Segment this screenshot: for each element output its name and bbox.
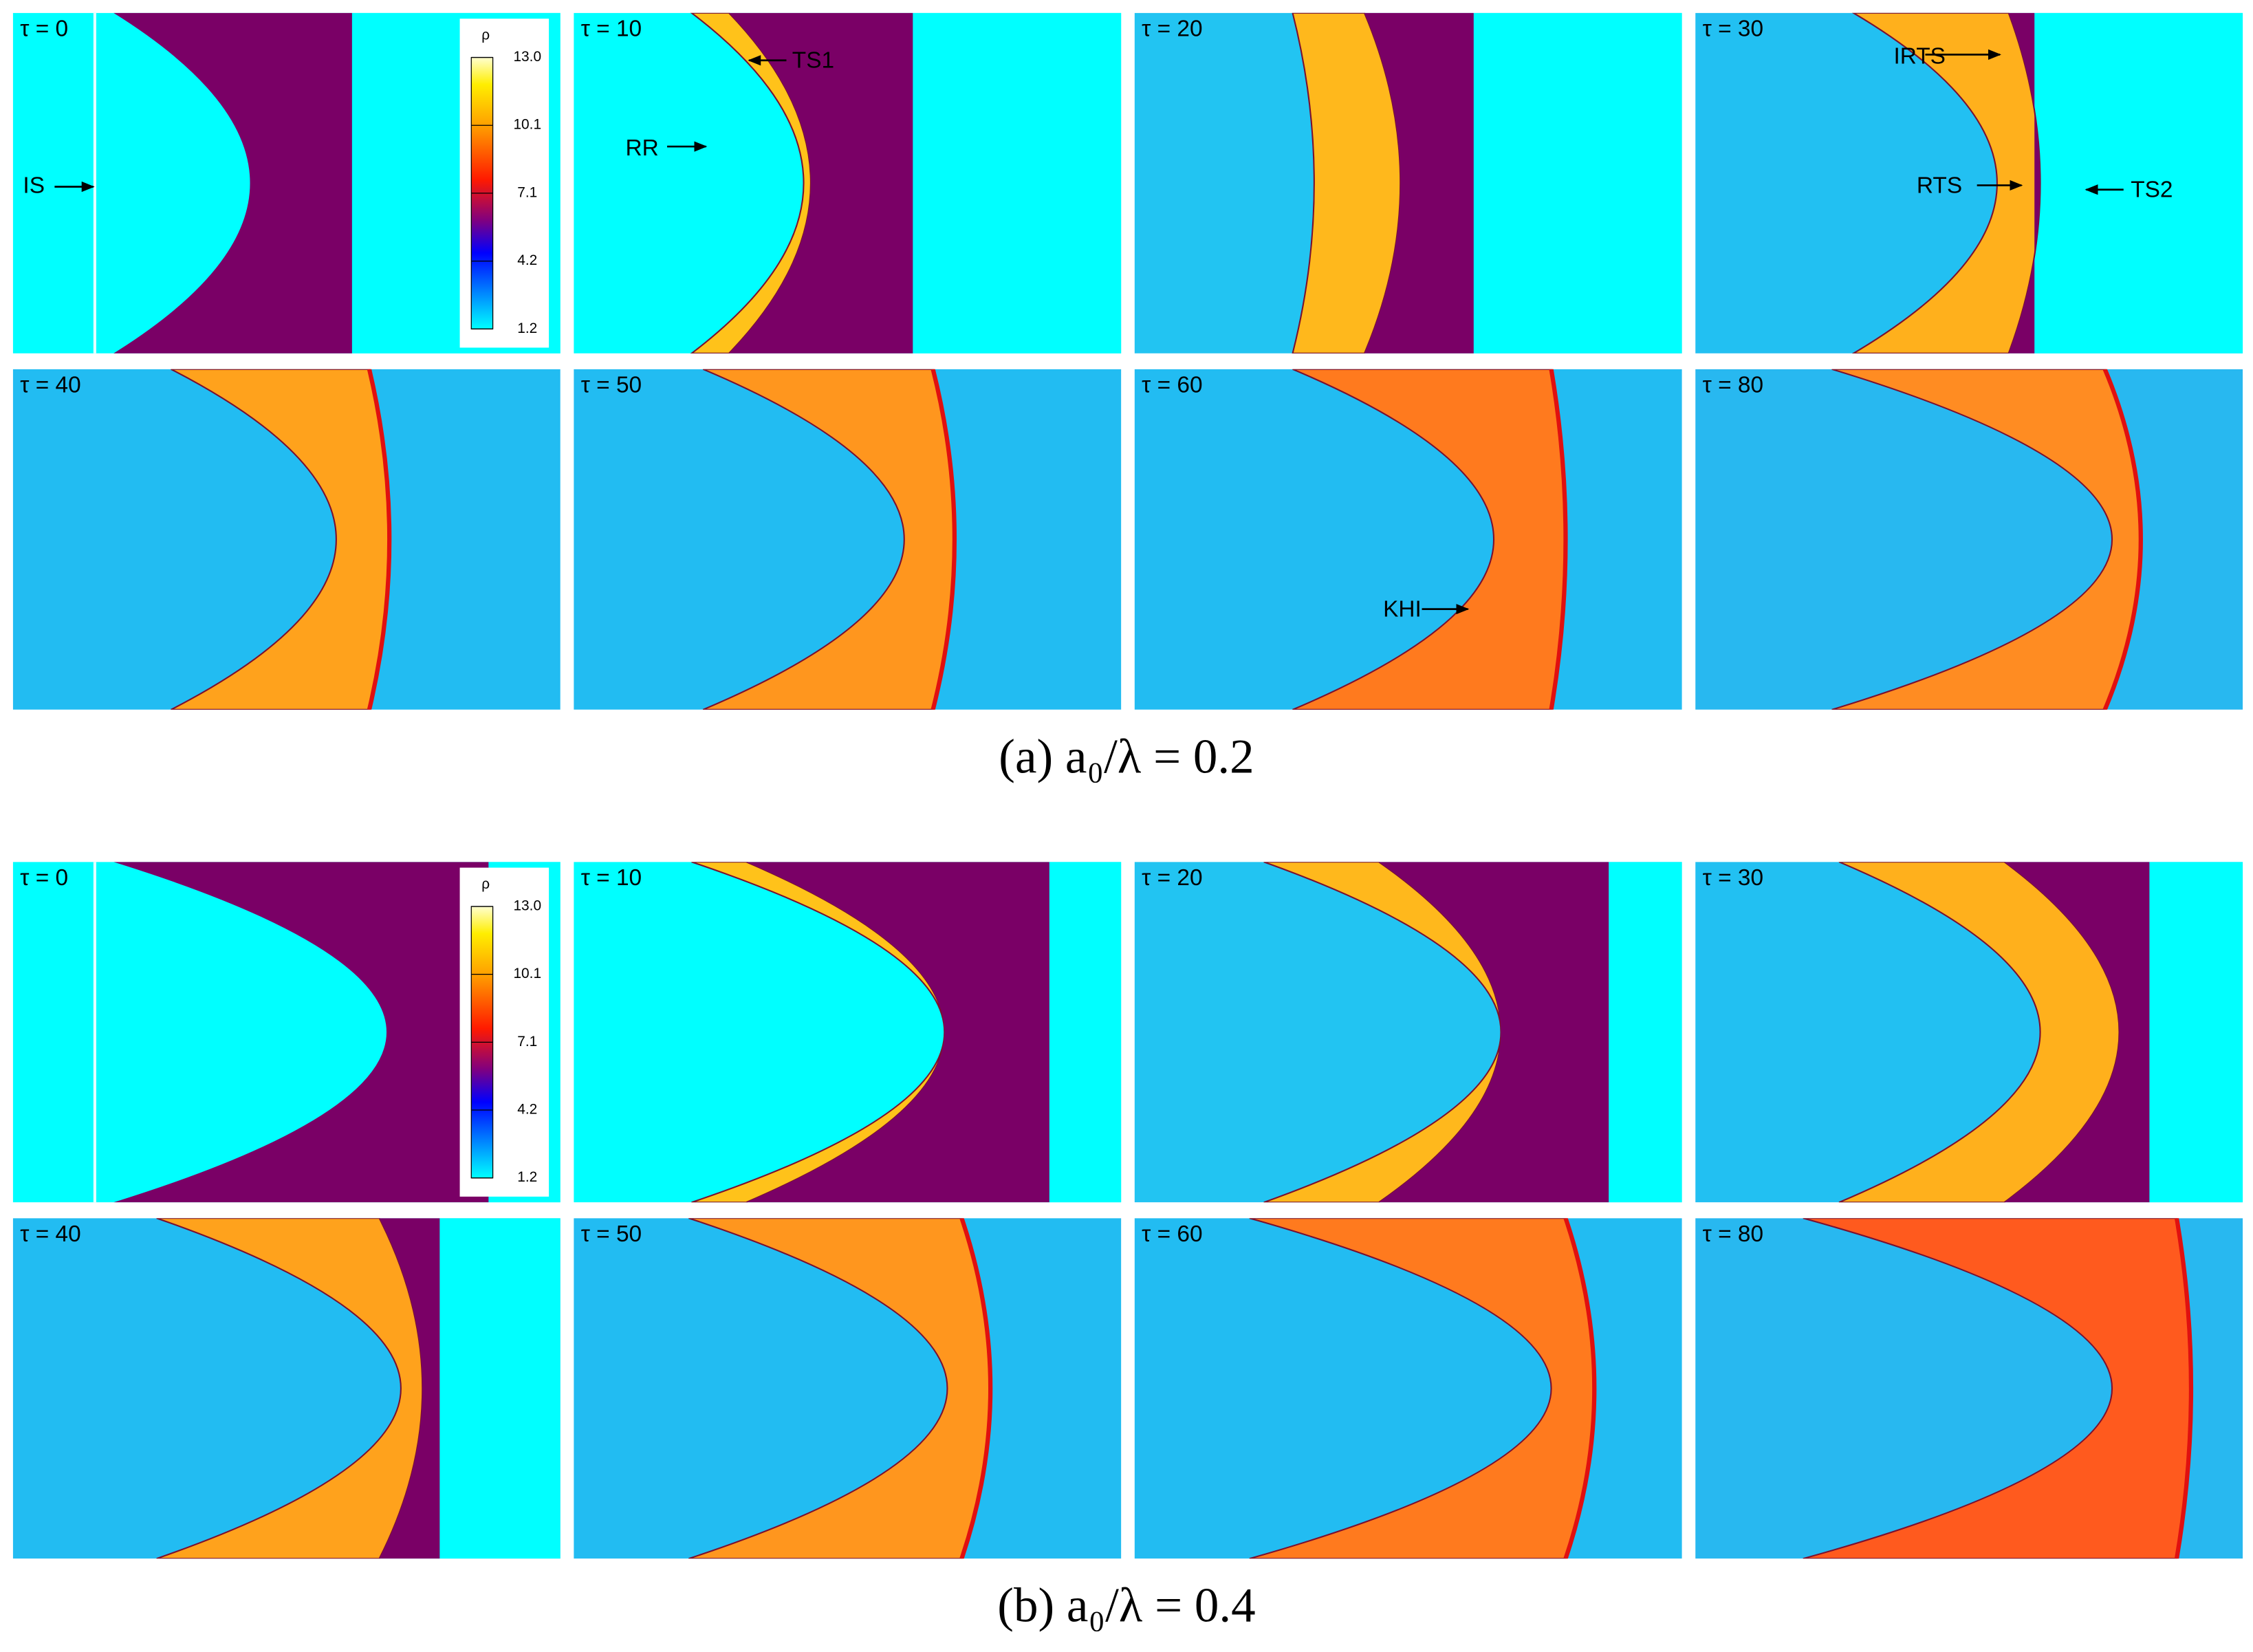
- panel: τ = 0 ρ 13.0 10.1 7.1 4.2 1.2: [12, 862, 560, 1203]
- annotation: RTS: [1917, 173, 1962, 198]
- shocked-region: [690, 12, 812, 354]
- panel-label: τ = 60: [1142, 373, 1202, 398]
- transmitted-shock: [959, 1218, 993, 1559]
- panel-image: [574, 12, 1122, 354]
- panel-image: [1695, 1218, 2243, 1559]
- colorbar-tick-label: 1.2: [517, 320, 537, 336]
- right-region: [1473, 12, 1682, 354]
- annotation: IS: [23, 173, 45, 198]
- transmitted-shock: [2174, 1218, 2194, 1559]
- panel: τ = 30: [1695, 862, 2243, 1203]
- shocked-region: [1838, 862, 2120, 1203]
- panel-image: [574, 369, 1122, 710]
- colorbar-tick-label: 13.0: [513, 898, 541, 913]
- heavy-gas: [379, 1218, 440, 1559]
- colorbar-tick-label: 7.1: [517, 1034, 537, 1050]
- panel-label: τ = 30: [1703, 865, 1763, 891]
- shocked-region: [1263, 862, 1502, 1203]
- panel-image: [1695, 12, 2243, 354]
- panel-label: τ = 80: [1703, 373, 1763, 398]
- background: [1695, 369, 2243, 710]
- right-region: [2149, 862, 2243, 1203]
- panel-image: [1695, 369, 2243, 710]
- shocked-region: [156, 1218, 424, 1559]
- heavy-gas: [728, 12, 913, 354]
- heavy-gas: [1378, 862, 1609, 1203]
- panel-label: τ = 30: [1703, 17, 1763, 42]
- panel: τ = 80: [1695, 369, 2243, 710]
- right-region: [1049, 862, 1122, 1203]
- transmitted-shock: [2102, 369, 2143, 710]
- panel: τ = 10: [574, 862, 1122, 1203]
- panel: τ = 60: [1134, 1218, 1682, 1559]
- panel-label: τ = 0: [20, 17, 68, 42]
- heavy-gas: [113, 862, 489, 1203]
- caption: (a) a₀/λ = 0.2: [999, 730, 1254, 783]
- colorbar-tick-label: 13.0: [513, 49, 541, 65]
- panel-label: τ = 60: [1142, 1221, 1202, 1247]
- colorbar-tick-label: 4.2: [517, 252, 537, 268]
- panel-image: [1134, 862, 1682, 1203]
- panel: τ = 80: [1695, 1218, 2243, 1559]
- colorbar-tick-label: 4.2: [517, 1102, 537, 1118]
- panel: τ = 50: [574, 369, 1122, 710]
- panel-label: τ = 10: [581, 17, 642, 42]
- transmitted-shock: [1563, 1218, 1597, 1559]
- panel: τ = 50: [574, 1218, 1122, 1559]
- annotation: RR: [625, 135, 658, 161]
- colorbar-tick-label: 10.1: [513, 966, 541, 981]
- transmitted-shock: [1549, 369, 1568, 710]
- heavy-gas: [113, 12, 352, 354]
- panel-label: τ = 50: [581, 373, 642, 398]
- panel-label: τ = 80: [1703, 1221, 1763, 1247]
- panel-label: τ = 50: [581, 1221, 642, 1247]
- panel: τ = 40: [12, 369, 560, 710]
- colorbar-tick-label: 7.1: [517, 184, 537, 200]
- heavy-gas: [1364, 12, 1474, 354]
- panel-image: [1134, 12, 1682, 354]
- annotation: IRTS: [1893, 43, 1946, 69]
- panel: τ = 40: [12, 1218, 560, 1559]
- heavy-gas: [2004, 862, 2150, 1203]
- annotation: KHI: [1383, 597, 1422, 622]
- right-region: [2034, 12, 2243, 354]
- shocked-region: [1292, 12, 1402, 354]
- caption: (b) a₀/λ = 0.4: [997, 1579, 1255, 1633]
- right-region: [439, 1218, 560, 1559]
- panel: τ = 60 KHI: [1134, 369, 1682, 710]
- shocked-region: [691, 862, 946, 1203]
- transmitted-shock: [367, 369, 392, 710]
- panel-image: [12, 369, 560, 710]
- panel: τ = 30 IRTS RTS TS2: [1695, 12, 2243, 354]
- panel-image: [574, 862, 1122, 1203]
- heavy-gas: [745, 862, 1049, 1203]
- panel-image: [1134, 369, 1682, 710]
- panel-label: τ = 0: [20, 865, 68, 891]
- panel-label: τ = 40: [20, 373, 80, 398]
- annotation: TS1: [792, 48, 834, 74]
- colorbar: ρ 13.0 10.1 7.1 4.2 1.2: [459, 867, 549, 1197]
- annotation: TS2: [2131, 177, 2173, 203]
- panel-image: [1695, 862, 2243, 1203]
- right-region: [913, 12, 1122, 354]
- panel-image: [574, 1218, 1122, 1559]
- panel: τ = 0 IS ρ 13.0 10.1 7.1 4.2 1.2: [12, 12, 560, 354]
- colorbar-tick-label: 1.2: [517, 1169, 537, 1185]
- transmitted-shock: [930, 369, 957, 710]
- panel-label: τ = 40: [20, 1221, 80, 1247]
- colorbar-tick-label: 10.1: [513, 117, 541, 133]
- panel: τ = 10 TS1 RR: [574, 12, 1122, 354]
- panel: τ = 20: [1134, 862, 1682, 1203]
- panel-label: τ = 20: [1142, 17, 1202, 42]
- colorbar: ρ 13.0 10.1 7.1 4.2 1.2: [459, 19, 549, 348]
- colorbar-title: ρ: [481, 876, 490, 892]
- panel: τ = 20: [1134, 12, 1682, 354]
- panel-image: [1134, 1218, 1682, 1559]
- panel-label: τ = 10: [581, 865, 642, 891]
- colorbar-title: ρ: [481, 28, 490, 43]
- right-region: [1609, 862, 1682, 1203]
- panel-image: [12, 1218, 560, 1559]
- panel-label: τ = 20: [1142, 865, 1202, 891]
